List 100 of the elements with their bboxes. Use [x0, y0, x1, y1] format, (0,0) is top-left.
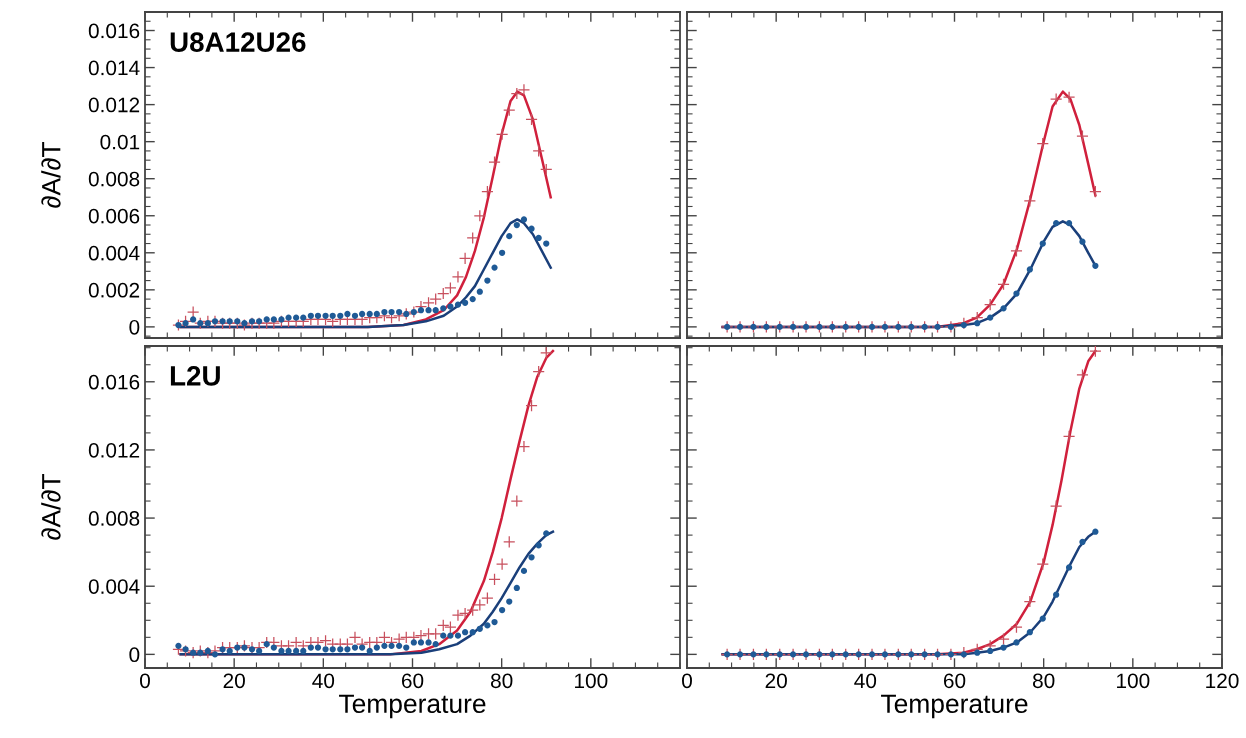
point: [204, 320, 211, 327]
point: [454, 301, 462, 308]
point: [182, 646, 189, 653]
point: [1010, 244, 1023, 258]
x-tick-label: 40: [854, 673, 877, 689]
x-tick-label: 40: [312, 673, 335, 689]
point: [532, 365, 545, 378]
point: [293, 647, 300, 655]
point: [543, 240, 550, 247]
point: [1013, 639, 1020, 646]
point: [724, 651, 731, 658]
point: [322, 646, 329, 653]
point: [285, 647, 292, 655]
point: [437, 619, 450, 632]
point: [241, 320, 248, 327]
point: [503, 103, 516, 117]
point: [525, 113, 538, 126]
point: [495, 557, 509, 571]
point: [458, 252, 472, 265]
point: [520, 216, 528, 223]
point: [314, 644, 322, 651]
point: [466, 231, 479, 245]
point: [1000, 305, 1007, 312]
point: [337, 312, 344, 319]
point: [469, 629, 476, 636]
point: [234, 318, 241, 325]
annotation: L2U: [170, 366, 220, 386]
point: [1065, 220, 1073, 227]
point: [429, 627, 442, 641]
x-tick-label: 80: [490, 673, 513, 689]
point: [414, 629, 428, 642]
point: [495, 128, 509, 141]
point: [425, 307, 432, 314]
point: [1013, 290, 1020, 297]
point: [447, 303, 454, 310]
point: [1023, 194, 1037, 208]
point: [219, 318, 226, 325]
point: [190, 649, 197, 656]
point: [410, 639, 417, 646]
point: [974, 320, 981, 327]
point: [960, 321, 967, 329]
point: [444, 620, 457, 634]
point: [359, 644, 366, 651]
point: [1076, 368, 1089, 382]
point: [506, 233, 513, 240]
point: [491, 618, 498, 626]
y-tick-label: 0.016: [88, 374, 140, 390]
point: [1000, 644, 1007, 651]
point: [1062, 430, 1076, 443]
y-axis-title: ∂A/∂T: [41, 142, 61, 208]
point: [1039, 240, 1046, 247]
point: [1076, 129, 1089, 143]
point: [469, 295, 476, 303]
point: [1036, 137, 1049, 150]
point: [307, 312, 314, 319]
point: [256, 647, 263, 655]
point: [182, 320, 189, 327]
point: [440, 632, 447, 639]
point: [461, 629, 469, 636]
point: [278, 647, 285, 655]
point: [1079, 538, 1086, 546]
point: [248, 318, 256, 325]
point: [186, 305, 200, 319]
x-tick-label: 100: [1117, 673, 1150, 689]
y-axis-title: ∂A/∂T: [41, 474, 61, 540]
point: [329, 646, 336, 653]
point: [381, 642, 388, 649]
point: [432, 307, 439, 314]
point: [307, 644, 314, 651]
point: [983, 298, 997, 311]
x-tick-label: 60: [401, 673, 424, 689]
y-tick-label: 0.004: [88, 245, 140, 261]
point: [417, 639, 425, 646]
point: [1049, 92, 1063, 106]
point: [987, 314, 994, 321]
point: [535, 542, 542, 549]
y-tick-label: 0.016: [88, 23, 140, 39]
x-tick-label: 120: [1206, 673, 1239, 689]
point: [351, 312, 359, 319]
y-tick-label: 0: [129, 319, 140, 335]
point: [366, 647, 373, 655]
point: [175, 642, 182, 649]
point: [238, 318, 251, 332]
point: [1092, 528, 1099, 535]
point: [525, 399, 538, 412]
point: [488, 573, 501, 586]
point: [517, 440, 531, 453]
point: [454, 632, 462, 639]
point: [461, 299, 469, 306]
point: [241, 644, 248, 651]
point: [190, 316, 197, 323]
point: [366, 310, 373, 318]
point: [1053, 220, 1060, 227]
point: [432, 641, 439, 648]
point: [329, 312, 336, 319]
point: [506, 598, 513, 605]
point: [1089, 346, 1102, 358]
point: [396, 642, 403, 649]
x-tick-label: 20: [765, 673, 787, 689]
point: [226, 318, 233, 325]
